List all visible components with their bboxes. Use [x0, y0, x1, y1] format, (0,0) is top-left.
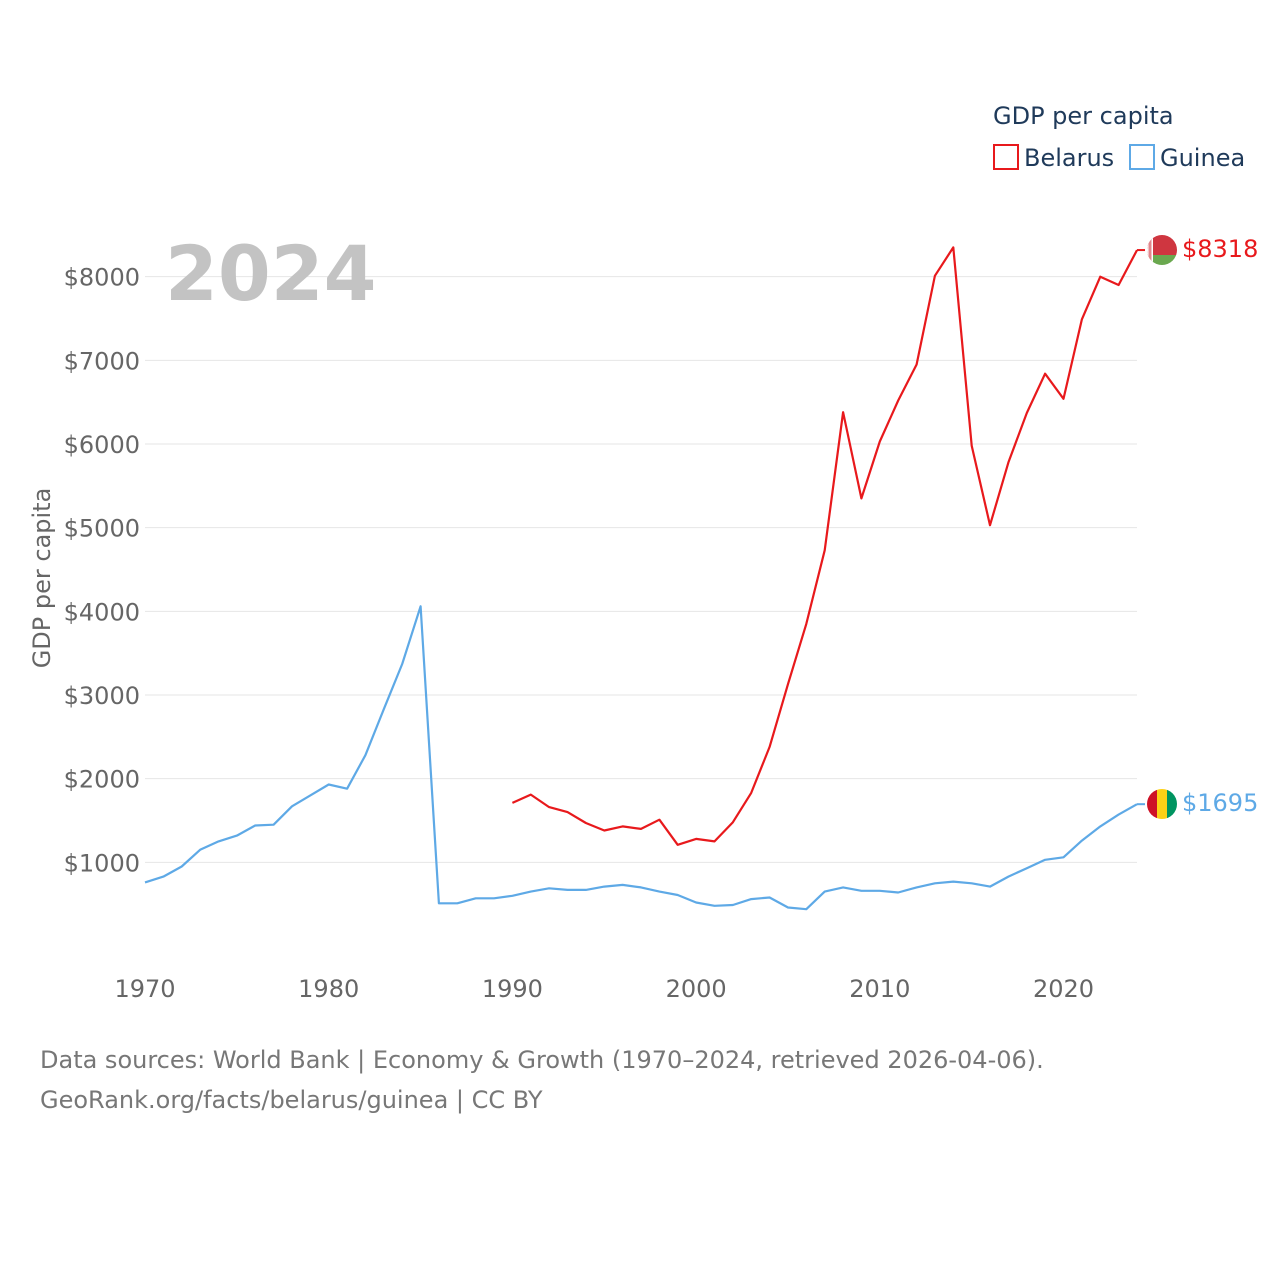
series-line-guinea	[144, 605, 1138, 911]
y-axis-label: GDP per capita	[28, 488, 56, 669]
legend: GDP per capita Belarus Guinea	[993, 102, 1245, 172]
footer-sources: Data sources: World Bank | Economy & Gro…	[40, 1046, 1044, 1074]
x-tick-label: 1970	[114, 975, 175, 1003]
legend-label-guinea: Guinea	[1160, 144, 1245, 172]
y-tick-label: $2000	[64, 766, 140, 794]
y-tick-label: $4000	[64, 598, 140, 626]
y-tick-label: $5000	[64, 515, 140, 543]
series-line-belarus	[511, 246, 1138, 846]
x-tick-labels: 1970 1980 1990 2000 2010 2020	[114, 975, 1094, 1003]
end-value-label-belarus: $8318	[1182, 235, 1258, 263]
legend-title: GDP per capita	[993, 102, 1174, 130]
end-value-label-guinea: $1695	[1182, 789, 1258, 817]
footer-attribution: GeoRank.org/facts/belarus/guinea | CC BY	[40, 1086, 543, 1114]
y-tick-label: $6000	[64, 431, 140, 459]
year-label: 2024	[165, 229, 377, 318]
legend-swatch-guinea	[1129, 144, 1155, 170]
y-tick-labels: $1000 $2000 $3000 $4000 $5000 $6000 $7000 $8000	[64, 264, 140, 878]
series-lines	[144, 246, 1145, 911]
guinea-flag-icon	[1147, 789, 1177, 819]
legend-swatch-belarus	[993, 144, 1019, 170]
gdp-line-chart: $1000 $2000 $3000 $4000 $5000 $6000 $7000 $8000…	[28, 102, 1258, 1003]
y-gridlines	[145, 276, 1137, 863]
y-tick-label: $1000	[64, 849, 140, 877]
legend-label-belarus: Belarus	[1024, 144, 1114, 172]
x-tick-label: 1980	[298, 975, 359, 1003]
x-tick-label: 2010	[849, 975, 910, 1003]
x-tick-label: 1990	[482, 975, 543, 1003]
footer: Data sources: World Bank | Economy & Gro…	[40, 1040, 1044, 1120]
y-tick-label: $7000	[64, 347, 140, 375]
y-tick-label: $3000	[64, 682, 140, 710]
x-tick-label: 2000	[666, 975, 727, 1003]
y-tick-label: $8000	[64, 264, 140, 292]
belarus-flag-icon	[1147, 235, 1177, 265]
x-tick-label: 2020	[1033, 975, 1094, 1003]
